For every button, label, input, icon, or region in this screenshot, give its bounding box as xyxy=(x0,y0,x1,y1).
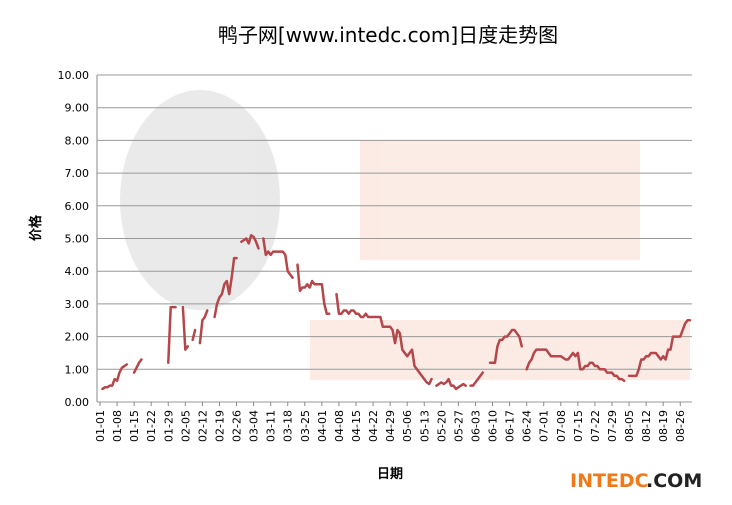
y-axis-label: 价格 xyxy=(28,214,44,241)
x-tick-label: 06-24 xyxy=(521,410,534,442)
x-tick-label: 01-08 xyxy=(111,410,124,442)
x-tick-label: 01-22 xyxy=(145,410,158,442)
x-tick-label: 03-18 xyxy=(282,410,295,442)
y-tick-label: 9.00 xyxy=(65,102,90,115)
x-tick-label: 07-08 xyxy=(555,410,568,442)
y-tick-label: 1.00 xyxy=(65,363,90,376)
x-tick-label: 05-13 xyxy=(418,410,431,442)
y-tick-label: 8.00 xyxy=(65,134,90,147)
x-tick-label: 03-25 xyxy=(299,410,312,442)
y-tick-label: 0.00 xyxy=(65,396,90,409)
price-line xyxy=(101,233,692,391)
y-tick-label: 4.00 xyxy=(65,265,90,278)
y-tick-label: 6.00 xyxy=(65,200,90,213)
brand-tld: .COM xyxy=(646,470,702,492)
x-tick-label: 04-01 xyxy=(316,410,329,442)
x-tick-label: 01-01 xyxy=(94,410,107,442)
x-tick-label: 04-22 xyxy=(367,410,380,442)
x-tick-label: 02-26 xyxy=(231,410,244,442)
x-tick-label: 07-22 xyxy=(589,410,602,442)
x-tick-label: 01-15 xyxy=(128,410,141,442)
x-tick-label: 08-12 xyxy=(640,410,653,442)
x-tick-label: 08-05 xyxy=(623,410,636,442)
x-tick-label: 02-12 xyxy=(196,410,209,442)
y-tick-label: 2.00 xyxy=(65,331,90,344)
y-tick-label: 10.00 xyxy=(58,69,90,82)
x-tick-label: 06-17 xyxy=(504,410,517,442)
x-tick-label: 04-29 xyxy=(384,410,397,442)
x-tick-label: 07-15 xyxy=(572,410,585,442)
x-tick-label: 05-06 xyxy=(401,410,414,442)
x-tick-label: 07-01 xyxy=(538,410,551,442)
x-tick-label: 05-20 xyxy=(435,410,448,442)
x-tick-label: 04-08 xyxy=(333,410,346,442)
x-tick-label: 08-19 xyxy=(657,410,670,442)
x-tick-label: 05-27 xyxy=(452,410,465,442)
watermark-logo xyxy=(120,90,690,380)
x-tick-label: 06-03 xyxy=(469,410,482,442)
brand-main: INTEDC xyxy=(570,470,649,492)
y-tick-label: 3.00 xyxy=(65,298,90,311)
x-tick-label: 01-29 xyxy=(162,410,175,442)
x-axis-label: 日期 xyxy=(377,467,403,482)
x-tick-label: 07-29 xyxy=(606,410,619,442)
y-tick-label: 7.00 xyxy=(65,167,90,180)
chart-title: 鸭子网[www.intedc.com]日度走势图 xyxy=(218,23,558,47)
x-tick-label: 03-11 xyxy=(265,410,278,442)
x-tick-label: 03-04 xyxy=(248,410,261,442)
x-tick-label: 02-19 xyxy=(213,410,226,442)
x-tick-label: 08-26 xyxy=(674,410,687,442)
x-tick-label: 06-10 xyxy=(487,410,500,442)
x-tick-label: 04-15 xyxy=(350,410,363,442)
y-tick-label: 5.00 xyxy=(65,233,90,246)
x-tick-label: 02-05 xyxy=(179,410,192,442)
